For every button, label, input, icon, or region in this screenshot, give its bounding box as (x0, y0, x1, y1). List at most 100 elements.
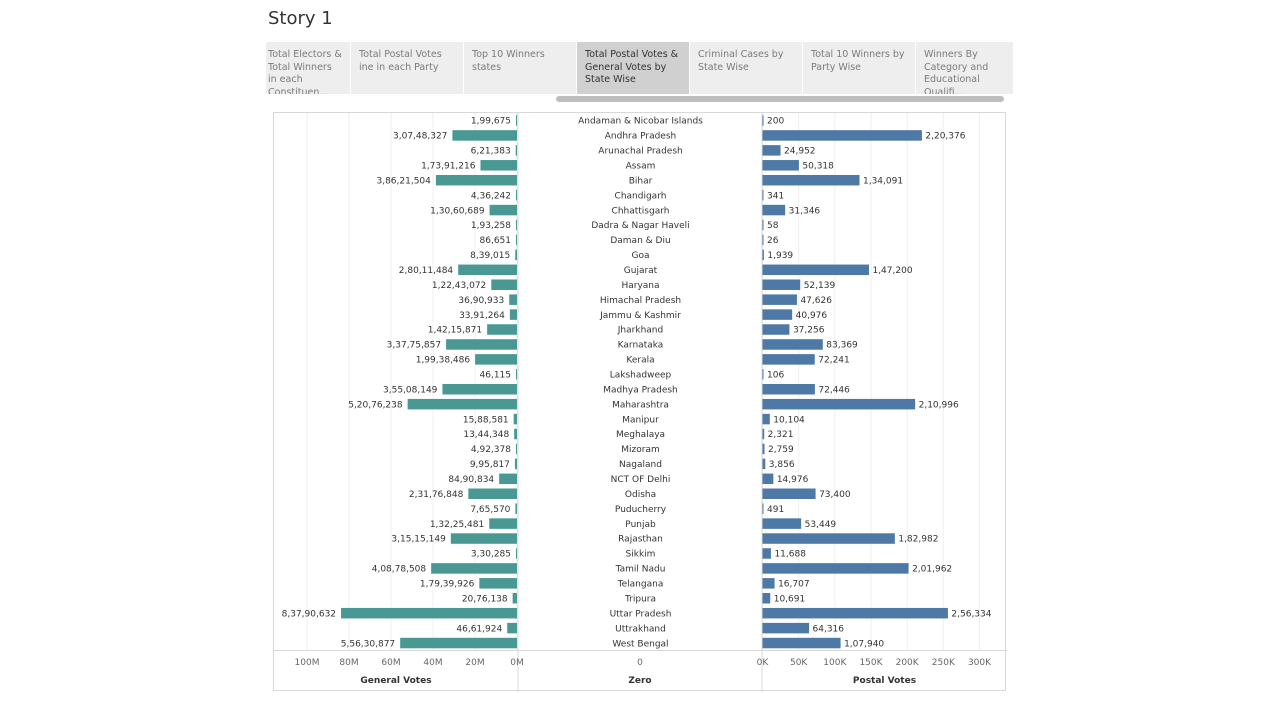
tab-label: Top 10 Winners states (472, 49, 545, 73)
postal-votes-bar[interactable] (762, 115, 764, 126)
general-votes-bar[interactable] (341, 607, 517, 619)
postal-votes-bar[interactable] (762, 130, 922, 141)
tab-criminal-cases-state[interactable]: Criminal Cases by State Wise (690, 42, 803, 94)
postal-votes-bar[interactable] (762, 339, 823, 350)
general-votes-bar[interactable] (516, 219, 517, 231)
general-votes-bar[interactable] (515, 443, 517, 455)
postal-votes-bar[interactable] (762, 383, 815, 395)
general-votes-label: 2,31,76,848 (409, 490, 464, 500)
postal-votes-bar[interactable] (762, 309, 793, 320)
state-label: NCT OF Delhi (611, 475, 671, 485)
postal-votes-bar[interactable] (762, 503, 764, 514)
postal-votes-bar[interactable] (762, 279, 801, 290)
postal-votes-bar[interactable] (762, 533, 895, 544)
general-votes-bar[interactable] (468, 488, 517, 500)
postal-votes-bar[interactable] (762, 473, 774, 485)
postal-votes-bar[interactable] (762, 548, 771, 559)
general-votes-bar[interactable] (489, 518, 517, 529)
general-votes-bar[interactable] (514, 458, 517, 470)
postal-votes-bar[interactable] (762, 563, 909, 574)
general-votes-bar[interactable] (480, 160, 517, 171)
tab-strip-scrollbar[interactable] (556, 96, 1004, 102)
general-votes-label: 1,99,38,486 (416, 356, 471, 366)
general-votes-bar[interactable] (516, 234, 517, 246)
general-votes-bar[interactable] (512, 593, 517, 604)
general-votes-bar[interactable] (491, 279, 517, 290)
postal-votes-bar[interactable] (762, 578, 775, 589)
general-votes-label: 4,08,78,508 (372, 565, 427, 575)
general-votes-bar[interactable] (515, 145, 517, 156)
state-label: Daman & Diu (610, 236, 670, 246)
postal-votes-bar[interactable] (762, 354, 815, 365)
state-label: Himachal Pradesh (600, 296, 681, 306)
postal-votes-bar[interactable] (762, 428, 765, 440)
general-votes-bar[interactable] (400, 637, 517, 649)
postal-votes-bar[interactable] (762, 204, 786, 216)
postal-votes-label: 1,82,982 (898, 535, 938, 545)
postal-votes-bar[interactable] (762, 249, 764, 261)
general-votes-bar[interactable] (431, 563, 517, 574)
postal-votes-bar[interactable] (762, 264, 869, 276)
state-label: Karnataka (618, 341, 664, 351)
postal-votes-label: 83,369 (826, 341, 858, 351)
tab-top10-winners-party[interactable]: Total 10 Winners by Party Wise (803, 42, 916, 94)
postal-votes-bar[interactable] (762, 234, 764, 246)
postal-votes-label: 2,759 (768, 445, 794, 455)
postal-votes-bar[interactable] (762, 458, 766, 470)
postal-votes-label: 50,318 (802, 161, 834, 171)
general-votes-label: 1,99,675 (471, 117, 511, 127)
postal-votes-bar[interactable] (762, 324, 790, 335)
general-votes-bar[interactable] (516, 369, 517, 380)
postal-votes-bar[interactable] (762, 369, 764, 380)
postal-votes-bar[interactable] (762, 398, 916, 410)
general-votes-bar[interactable] (507, 622, 517, 634)
tab-top10-winners-states[interactable]: Top 10 Winners states (464, 42, 577, 94)
postal-votes-bar[interactable] (762, 413, 770, 425)
postal-votes-bar[interactable] (762, 622, 810, 634)
general-votes-bar[interactable] (516, 115, 517, 126)
general-votes-bar[interactable] (515, 503, 517, 514)
postal-votes-bar[interactable] (762, 219, 764, 231)
postal-votes-bar[interactable] (762, 518, 802, 529)
tab-winners-category-education[interactable]: Winners By Category and Educational Qual… (916, 42, 1013, 94)
postal-votes-bar[interactable] (762, 174, 860, 186)
general-votes-bar[interactable] (516, 548, 517, 559)
general-votes-bar[interactable] (446, 339, 517, 350)
general-votes-bar[interactable] (458, 264, 517, 276)
general-votes-bar[interactable] (509, 294, 517, 305)
general-votes-bar[interactable] (450, 533, 517, 544)
general-votes-bar[interactable] (407, 398, 517, 410)
general-votes-bar[interactable] (442, 383, 517, 395)
zero-axis-title: Zero (628, 676, 651, 686)
general-votes-bar[interactable] (452, 130, 517, 141)
postal-votes-bar[interactable] (762, 443, 765, 455)
general-votes-bar[interactable] (487, 324, 517, 335)
postal-votes-bar[interactable] (762, 160, 799, 171)
state-label: Dadra & Nagar Haveli (591, 221, 689, 231)
postal-votes-bar[interactable] (762, 607, 948, 619)
postal-votes-bar[interactable] (762, 488, 816, 500)
general-votes-bar[interactable] (489, 204, 517, 216)
postal-votes-bar[interactable] (762, 294, 797, 305)
general-votes-label: 1,79,39,926 (420, 580, 475, 590)
general-votes-bar[interactable] (499, 473, 517, 485)
postal-votes-bar[interactable] (762, 145, 781, 156)
general-votes-bar[interactable] (516, 189, 517, 201)
tab-electors-winners-constituency[interactable]: Total Electors & Total Winners in each C… (266, 42, 351, 94)
general-votes-bar[interactable] (515, 249, 517, 261)
postal-votes-label: 72,241 (818, 356, 850, 366)
general-votes-bar[interactable] (513, 413, 517, 425)
general-votes-bar[interactable] (509, 309, 517, 320)
general-votes-bar[interactable] (479, 578, 517, 589)
tab-postal-votes-party[interactable]: Total Postal Votes ine in each Party (351, 42, 464, 94)
postal-votes-bar[interactable] (762, 637, 841, 649)
general-votes-bar[interactable] (514, 428, 517, 440)
state-label: Kerala (626, 356, 654, 366)
postal-votes-bar[interactable] (762, 593, 771, 604)
tab-postal-general-votes-state[interactable]: Total Postal Votes & General Votes by St… (577, 42, 690, 94)
general-votes-bar[interactable] (435, 174, 517, 186)
state-label: Assam (626, 161, 656, 171)
general-votes-bar[interactable] (475, 354, 517, 365)
votes-chart: 1,99,675 Andaman & Nicobar Islands 200 3,07… (274, 113, 1007, 692)
postal-votes-bar[interactable] (762, 189, 764, 201)
